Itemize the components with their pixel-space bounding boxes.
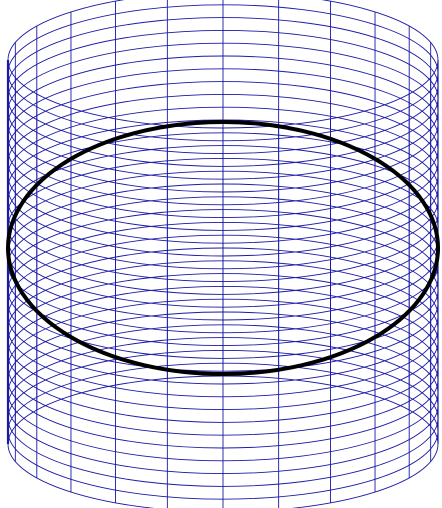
front-ring-arc <box>7 290 439 359</box>
front-ring-arc <box>7 264 439 334</box>
front-ring-arc <box>7 443 439 508</box>
front-ring-arc <box>7 98 439 167</box>
front-ring-arc <box>7 200 439 270</box>
front-ring-arc <box>7 367 439 436</box>
front-ring-arc <box>7 392 439 462</box>
front-ring-arc <box>7 187 439 257</box>
front-ring-arc <box>7 328 439 398</box>
equator-ring-group <box>6 120 440 376</box>
front-ring-arc <box>7 136 439 206</box>
front-ring-arc <box>7 341 439 411</box>
front-ring-arc <box>7 149 439 219</box>
front-ring-arc <box>7 59 439 129</box>
front-ring-arc <box>7 251 439 321</box>
front-ring-arc <box>7 315 439 385</box>
front-ring-arc <box>7 123 439 193</box>
front-ring-arc <box>7 239 439 308</box>
front-ring-arc <box>7 303 439 372</box>
back-ring-arc <box>7 0 439 61</box>
front-ring-arc <box>7 162 439 231</box>
front-ring-arc <box>7 111 439 180</box>
front-ring-arc <box>7 405 439 475</box>
front-ring-arc <box>7 226 439 295</box>
front-ring-arc <box>7 213 439 283</box>
front-ring-arc <box>7 418 439 487</box>
highlighted-equator-ring <box>6 120 440 376</box>
front-ring-arc <box>7 72 439 142</box>
vertical-rules-group <box>6 0 439 508</box>
front-ring-arc <box>7 354 439 423</box>
front-ring-arc <box>7 431 439 500</box>
front-ring-arc <box>7 379 439 449</box>
front-ring-arc <box>7 85 439 155</box>
front-ring-arc <box>7 175 439 244</box>
